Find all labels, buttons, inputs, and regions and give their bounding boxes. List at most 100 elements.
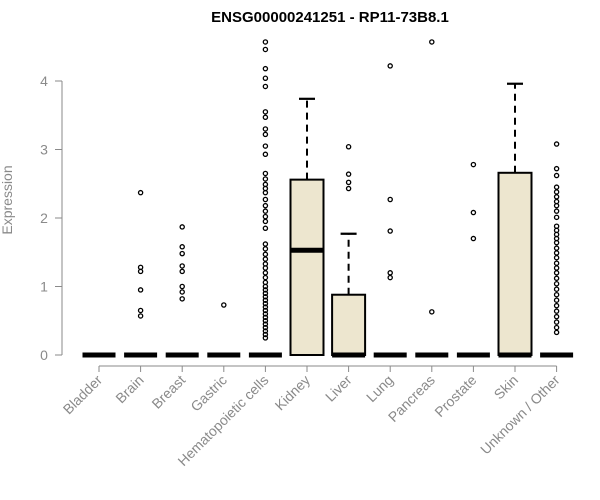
outlier-point <box>553 189 560 195</box>
outlier-point <box>262 274 269 281</box>
outlier-point <box>553 324 560 331</box>
y-axis: 0 1 2 3 4 <box>40 73 63 363</box>
outlier-point <box>179 250 185 257</box>
outlier-point <box>553 184 560 190</box>
outlier-point <box>429 309 435 315</box>
outlier-point <box>262 307 269 314</box>
outlier-point <box>553 308 560 314</box>
outlier-point <box>429 39 435 45</box>
outlier-point <box>262 46 269 53</box>
outlier-point <box>553 202 560 209</box>
outlier-point <box>262 126 269 132</box>
outlier-point <box>137 189 144 196</box>
outlier-point <box>262 300 269 307</box>
x-tick-label: Brain <box>112 372 146 406</box>
outlier-point <box>553 281 560 287</box>
outlier-point <box>553 260 560 266</box>
x-tick-label: Breast <box>148 372 188 412</box>
outlier-point <box>137 268 144 275</box>
outlier-point <box>553 286 560 292</box>
outlier-point <box>262 189 269 196</box>
outlier-point <box>262 328 269 334</box>
outlier-point <box>553 329 560 336</box>
outlier-point <box>553 319 560 325</box>
y-tick-label: 2 <box>40 210 48 226</box>
outlier-point <box>137 307 144 314</box>
outlier-point <box>262 218 269 225</box>
outlier-point <box>262 321 269 327</box>
x-tick-label: Skin <box>491 372 522 403</box>
outlier-point <box>553 297 560 303</box>
outlier-point <box>262 251 269 258</box>
outlier-point <box>262 265 269 271</box>
outlier-point <box>345 171 352 177</box>
outlier-point <box>262 202 269 209</box>
outlier-point <box>553 313 560 320</box>
x-tick-label: Lung <box>363 372 396 405</box>
outlier-point <box>262 170 269 177</box>
box-group <box>415 39 449 358</box>
y-tick-label: 0 <box>40 347 48 363</box>
outlier-point <box>179 289 185 295</box>
outlier-point <box>262 287 269 293</box>
outlier-point <box>553 208 560 214</box>
outlier-point <box>553 265 560 271</box>
outlier-point <box>553 302 560 309</box>
outlier-point <box>262 131 269 138</box>
x-tick-label: Kidney <box>272 372 314 414</box>
box-group <box>373 63 407 358</box>
box-group <box>456 161 490 358</box>
outlier-point <box>262 246 269 252</box>
outlier-point <box>221 302 227 308</box>
outlier-point <box>262 151 269 158</box>
outlier-point <box>262 75 269 82</box>
outlier-point <box>345 179 352 186</box>
outlier-point <box>262 290 269 297</box>
outlier-point <box>262 109 269 115</box>
outlier-point <box>262 83 269 90</box>
outlier-point <box>262 196 269 203</box>
box-group <box>289 97 325 356</box>
x-tick-label: Bladder <box>60 372 106 418</box>
outlier-point <box>262 213 269 220</box>
outlier-point <box>553 214 560 221</box>
outlier-point <box>179 268 185 275</box>
box-group <box>207 302 241 358</box>
outlier-point <box>470 235 477 242</box>
outlier-point <box>262 283 269 290</box>
outlier-point <box>262 331 269 338</box>
x-tick-label: Prostate <box>431 372 479 420</box>
outlier-point <box>553 194 560 200</box>
outlier-point <box>262 335 269 341</box>
outlier-point <box>262 294 269 300</box>
outlier-point <box>262 65 269 72</box>
box-group <box>165 224 199 358</box>
outlier-point <box>179 263 185 269</box>
outlier-point <box>470 209 477 216</box>
y-axis-label: Expression <box>0 165 15 234</box>
box-group <box>497 82 533 358</box>
outlier-point <box>262 176 269 182</box>
plot-area <box>82 39 574 358</box>
outlier-point <box>345 144 352 150</box>
outlier-point <box>553 275 560 282</box>
x-tick-label: Liver <box>322 372 355 405</box>
outlier-point <box>553 254 560 261</box>
outlier-point <box>137 313 144 319</box>
box-group <box>331 144 367 358</box>
outlier-point <box>262 225 269 232</box>
outlier-point <box>553 141 560 147</box>
outlier-point <box>553 250 560 256</box>
chart-title: ENSG00000241251 - RP11-73B8.1 <box>211 9 449 26</box>
outlier-point <box>553 172 560 179</box>
box-group <box>248 39 282 358</box>
outlier-point <box>262 114 269 121</box>
box-rect <box>497 171 533 356</box>
box-rect <box>331 293 367 356</box>
box-rect <box>289 178 325 356</box>
outlier-point <box>262 304 269 310</box>
box-group <box>124 189 158 358</box>
